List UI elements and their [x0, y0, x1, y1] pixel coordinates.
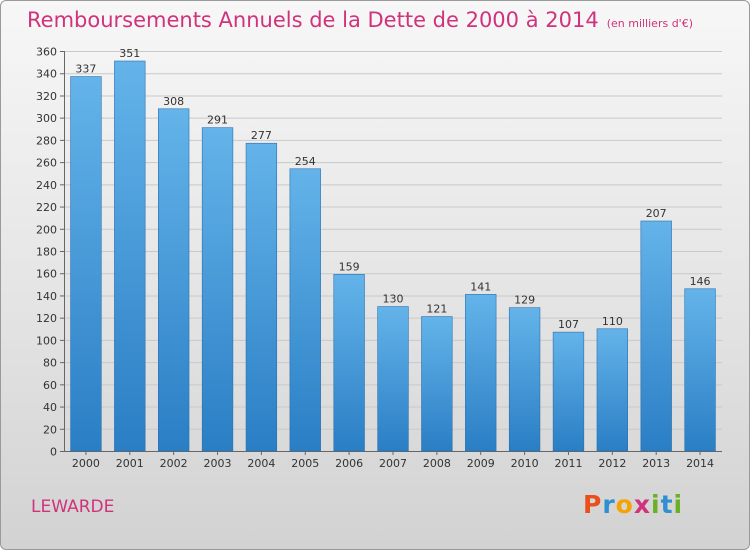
logo-letter: P: [583, 490, 603, 519]
bar-2000: [70, 76, 102, 452]
bar-2014: [684, 288, 716, 452]
bar-2006: [333, 274, 365, 452]
x-tick-label: 2014: [686, 457, 714, 470]
y-tick-label: 100: [36, 334, 57, 347]
y-tick-label: 220: [36, 201, 57, 214]
data-label: 146: [690, 275, 711, 288]
x-tick-label: 2012: [598, 457, 626, 470]
data-label: 107: [558, 318, 579, 331]
proxiti-logo: Proxiti: [583, 490, 683, 519]
data-label: 130: [383, 293, 404, 306]
chart-title-main: Remboursements Annuels de la Dette de 20…: [27, 8, 599, 32]
y-tick-label: 140: [36, 290, 57, 303]
logo-letter: i: [651, 490, 661, 519]
bar-2001: [114, 60, 146, 452]
y-tick-label: 320: [36, 90, 57, 103]
bars: [70, 60, 716, 452]
logo-letter: t: [660, 490, 674, 519]
chart-title: Remboursements Annuels de la Dette de 20…: [27, 8, 693, 32]
x-tick-label: 2000: [72, 457, 100, 470]
x-tick-label: 2007: [379, 457, 407, 470]
bar-2005: [289, 168, 321, 452]
bar-2009: [465, 294, 497, 452]
y-tick-label: 360: [36, 46, 57, 59]
y-tick-label: 280: [36, 134, 57, 147]
bar-2008: [421, 316, 453, 452]
logo-letter: i: [673, 490, 684, 519]
bar-2012: [596, 328, 628, 452]
data-label: 277: [251, 129, 272, 142]
data-label: 110: [602, 315, 623, 328]
x-tick-label: 2008: [423, 457, 451, 470]
data-label: 308: [163, 95, 184, 108]
y-tick-label: 340: [36, 68, 57, 81]
y-tick-label: 0: [50, 446, 57, 459]
data-labels: 337 351 308 291 277 254 159 130 121 141 129 107 110 2…: [75, 47, 710, 331]
axes: 0 20 40 60 80 100 120 140 160 180 200 220 240 260 280 3…: [36, 46, 722, 470]
x-tick-label: 2013: [642, 457, 670, 470]
data-label: 254: [295, 155, 316, 168]
data-label: 159: [339, 260, 360, 273]
y-tick-label: 300: [36, 112, 57, 125]
bar-2013: [640, 220, 672, 452]
y-tick-label: 20: [43, 423, 57, 436]
y-tick-label: 240: [36, 179, 57, 192]
y-tick-label: 200: [36, 223, 57, 236]
chart-title-unit: (en milliers d'€): [606, 17, 693, 30]
x-tick-label: 2004: [247, 457, 275, 470]
x-tick-label: 2009: [467, 457, 495, 470]
y-tick-label: 60: [43, 379, 57, 392]
data-label: 337: [75, 63, 96, 76]
data-label: 207: [646, 207, 667, 220]
x-tick-label: 2002: [160, 457, 188, 470]
y-tick-label: 260: [36, 157, 57, 170]
bar-2003: [201, 127, 234, 452]
data-label: 121: [426, 303, 447, 316]
data-label: 351: [119, 47, 140, 60]
x-tick-label: 2011: [554, 457, 582, 470]
x-tick-label: 2010: [511, 457, 539, 470]
bar-2007: [377, 306, 409, 452]
y-tick-label: 180: [36, 246, 57, 259]
bar-2011: [552, 331, 585, 452]
y-tick-label: 160: [36, 268, 57, 281]
data-label: 129: [514, 294, 535, 307]
data-label: 291: [207, 114, 228, 127]
logo-letter: o: [615, 490, 634, 519]
x-tick-label: 2006: [335, 457, 363, 470]
x-tick-label: 2005: [291, 457, 319, 470]
commune-name: LEWARDE: [31, 497, 115, 517]
logo-letter: r: [602, 490, 616, 519]
bar-2010: [508, 307, 541, 452]
y-tick-label: 80: [43, 357, 57, 370]
x-tick-label: 2003: [204, 457, 232, 470]
bar-2002: [158, 108, 190, 452]
x-tick-label: 2001: [116, 457, 144, 470]
logo-letter: x: [633, 490, 651, 519]
y-tick-label: 120: [36, 312, 57, 325]
data-label: 141: [470, 280, 491, 293]
y-tick-label: 40: [43, 401, 57, 414]
bar-2004: [245, 142, 278, 452]
